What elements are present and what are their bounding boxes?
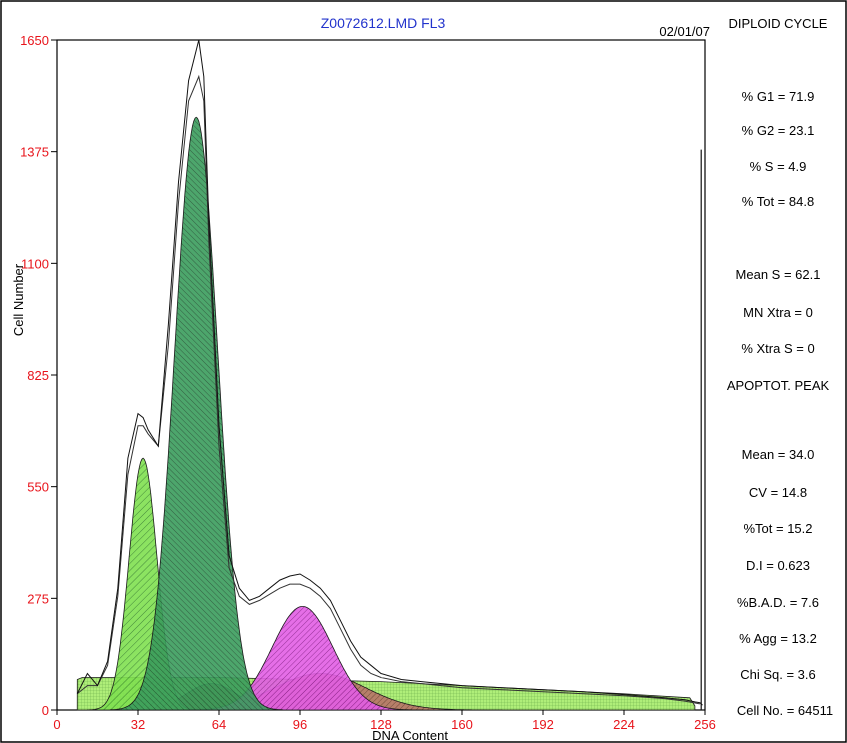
stat-cv: CV = 14.8 [749, 485, 807, 500]
stat-g2: % G2 = 23.1 [742, 123, 815, 138]
x-tick-label: 64 [212, 717, 226, 732]
stat-mean: Mean = 34.0 [742, 447, 815, 462]
stat-bad: %B.A.D. = 7.6 [737, 595, 819, 610]
stat-pct-tot: %Tot = 15.2 [743, 521, 812, 536]
y-axis-label: Cell Number [11, 263, 26, 336]
stat-mean-s: Mean S = 62.1 [736, 267, 821, 282]
histogram-line [76, 39, 703, 706]
g1-peak [109, 116, 283, 711]
stat-tot: % Tot = 84.8 [742, 194, 814, 209]
stat-chi-sq: Chi Sq. = 3.6 [740, 667, 816, 682]
x-tick-label: 0 [53, 717, 60, 732]
y-tick-label: 1650 [20, 33, 49, 48]
y-tick-label: 825 [27, 368, 49, 383]
peak-fills [76, 116, 696, 711]
stat-xtra-s: % Xtra S = 0 [741, 341, 814, 356]
stat-cell-no: Cell No. = 64511 [737, 703, 833, 718]
x-tick-label: 224 [613, 717, 635, 732]
y-tick-label: 275 [27, 591, 49, 606]
chart-title: Z0072612.LMD FL3 [321, 15, 446, 31]
x-tick-label: 32 [131, 717, 145, 732]
y-tick-label: 1100 [21, 256, 49, 271]
chart-date: 02/01/07 [659, 24, 710, 39]
stats-title: DIPLOID CYCLE [729, 16, 828, 31]
stat-g1: % G1 = 71.9 [742, 89, 815, 104]
stat-agg: % Agg = 13.2 [739, 631, 817, 646]
stat-di: D.I = 0.623 [746, 558, 810, 573]
curves [76, 39, 703, 710]
x-tick-label: 256 [694, 717, 716, 732]
y-tick-label: 550 [27, 480, 49, 495]
x-tick-label: 192 [532, 717, 554, 732]
x-tick-label: 160 [451, 717, 473, 732]
x-axis-ticks: 0 32 64 96 128 160 192 224 256 [53, 710, 716, 732]
y-axis-ticks: 0 275 550 825 1100 1375 1650 [20, 33, 57, 718]
y-tick-label: 0 [42, 703, 49, 718]
stat-mn-xtra: MN Xtra = 0 [743, 305, 813, 320]
stat-s: % S = 4.9 [750, 159, 807, 174]
model-fit-line [76, 74, 700, 705]
y-tick-label: 1375 [20, 145, 49, 160]
stats-panel: DIPLOID CYCLE % G1 = 71.9 % G2 = 23.1 % … [727, 16, 833, 718]
apoptot-title: APOPTOT. PEAK [727, 378, 830, 393]
x-tick-label: 96 [293, 717, 307, 732]
x-axis-label: DNA Content [372, 728, 448, 743]
x-tick-label: 128 [370, 717, 392, 732]
